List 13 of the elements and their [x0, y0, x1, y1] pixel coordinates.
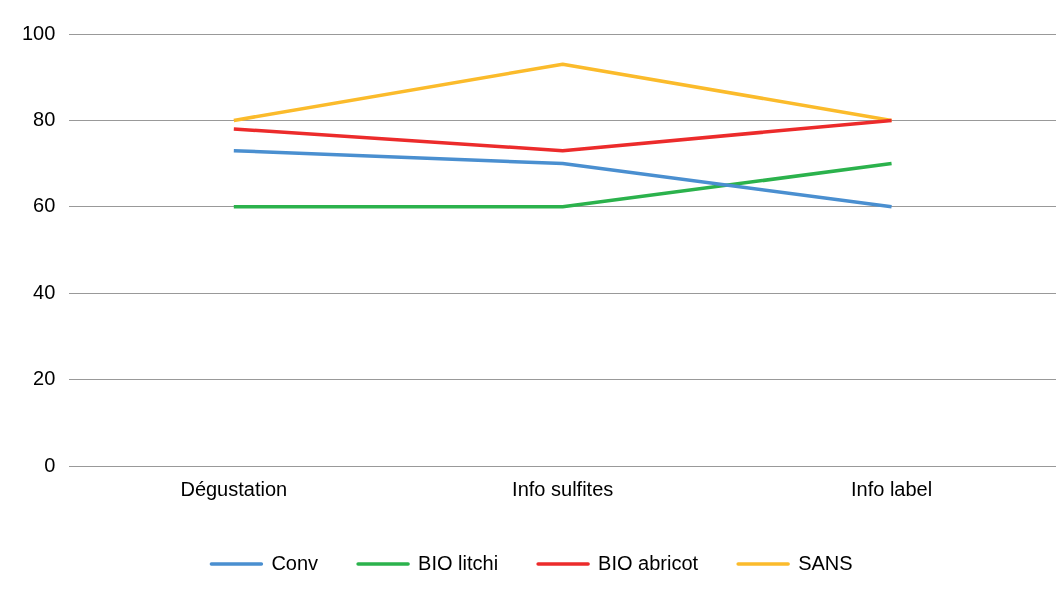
x-tick-label: Info sulfites [512, 477, 614, 500]
y-tick-label: 100 [21, 21, 56, 44]
x-tick-label: Info label [850, 477, 933, 500]
x-tick-label: Dégustation [180, 477, 288, 500]
legend-label: BIO litchi [418, 551, 499, 574]
legend-label: BIO abricot [598, 551, 699, 574]
y-tick-label: 40 [33, 280, 56, 303]
legend-label: SANS [798, 551, 853, 574]
y-tick-label: 0 [44, 453, 56, 476]
legend-label: Conv [271, 551, 319, 574]
y-tick-label: 60 [33, 194, 56, 217]
y-tick-label: 80 [33, 107, 56, 130]
y-tick-label: 20 [33, 367, 56, 390]
